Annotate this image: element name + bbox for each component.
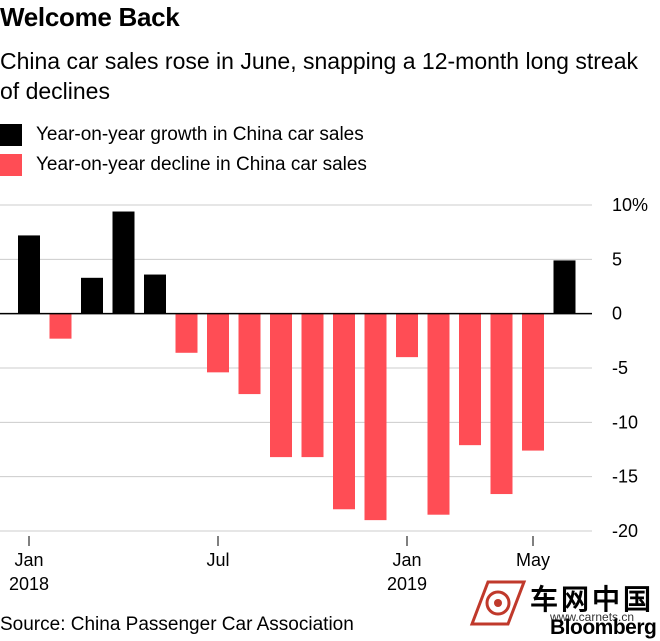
bar-dec-2018: [364, 313, 387, 521]
watermark-url: www.carnets.cn: [550, 610, 635, 624]
bar-sep-2018: [270, 313, 292, 458]
bar-jul-2018: [207, 313, 229, 373]
bar-jan-2019: [396, 313, 418, 358]
chart-title: Welcome Back: [0, 2, 180, 32]
bar-chart: 10% 5 0 -5 -10 -15 -20 Jan 2018 Jul Jan 2019 May: [0, 195, 648, 594]
y-tick-label: -15: [612, 467, 638, 487]
x-tick-label: Jul: [206, 550, 229, 570]
y-tick-label: -10: [612, 412, 638, 432]
bar-mar-2019: [459, 313, 481, 446]
chart-subtitle: China car sales rose in June, snapping a…: [0, 48, 638, 104]
x-tick-label: May: [516, 550, 550, 570]
legend-label-growth: Year-on-year growth in China car sales: [36, 124, 364, 145]
x-tick-label: Jan: [392, 550, 421, 570]
watermark-chinese-text: 车网中国: [530, 583, 655, 616]
legend-item-decline: Year-on-year decline in China car sales: [0, 150, 367, 180]
source-note: Source: China Passenger Car Association: [0, 614, 354, 635]
bar-may-2019: [522, 313, 544, 451]
y-tick-label: -20: [612, 521, 638, 541]
bar-jun-2019: [553, 260, 576, 314]
legend-swatch-decline: [0, 154, 22, 176]
y-tick-label: 0: [612, 304, 622, 324]
legend-item-growth: Year-on-year growth in China car sales: [0, 120, 367, 150]
x-tick-year-label: 2018: [9, 574, 49, 594]
watermark: 车网中国 www.carnets.cn Bloomberg: [466, 576, 660, 639]
carnets-logo-icon: [469, 580, 527, 626]
bar-oct-2018: [301, 313, 324, 458]
legend: Year-on-year growth in China car sales Y…: [0, 120, 367, 180]
y-tick-label: 5: [612, 249, 622, 269]
bar-feb-2019: [427, 313, 450, 515]
legend-swatch-growth: [0, 124, 22, 146]
bar-nov-2018: [333, 313, 355, 510]
bar-apr-2019: [490, 313, 513, 495]
bloomberg-brand: Bloomberg: [550, 616, 657, 639]
y-tick-label: -5: [612, 358, 628, 378]
bar-apr-2018: [112, 211, 135, 314]
legend-label-decline: Year-on-year decline in China car sales: [36, 154, 367, 175]
bar-jun-2018: [175, 313, 198, 353]
x-tick-label: Jan: [14, 550, 43, 570]
bar-mar-2018: [81, 277, 103, 314]
bar-may-2018: [144, 274, 166, 314]
bar-feb-2018: [49, 313, 72, 339]
x-tick-year-label: 2019: [387, 574, 427, 594]
bar-jan-2018: [18, 235, 40, 314]
bar-aug-2018: [238, 313, 261, 395]
y-tick-label: 10%: [612, 195, 648, 215]
